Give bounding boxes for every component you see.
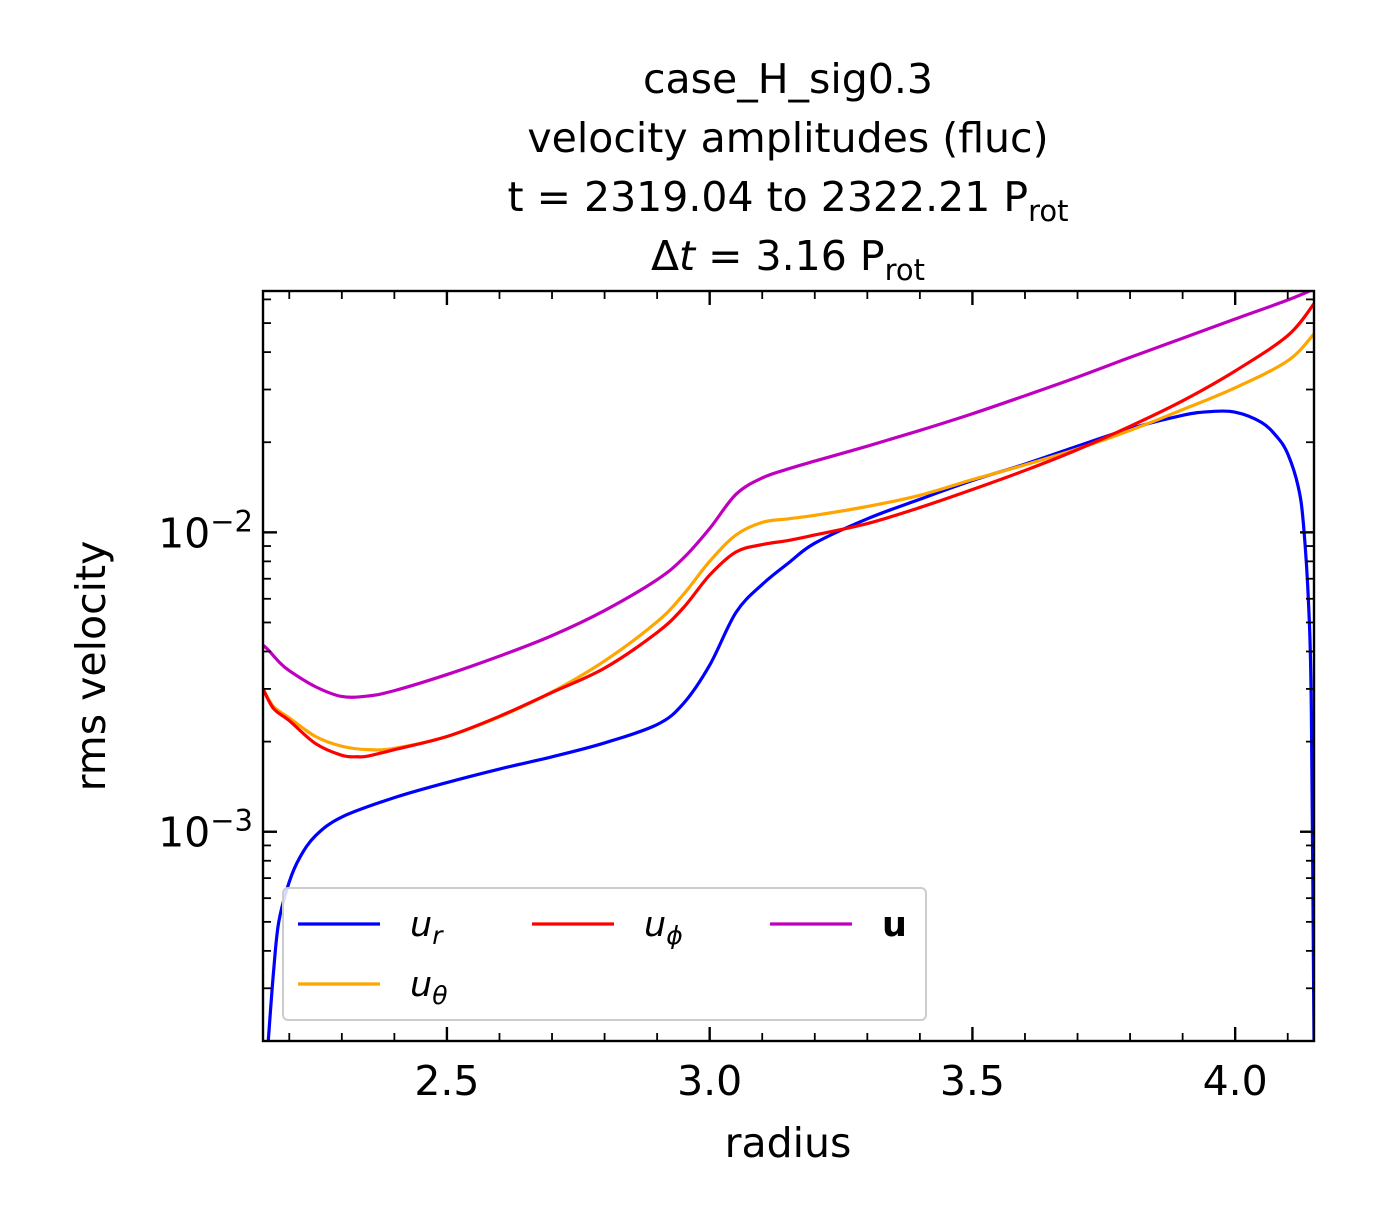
series-line-u-r <box>266 409 1314 1041</box>
series-line-u <box>263 291 1314 699</box>
y-tick-label: 10−3 <box>158 804 253 857</box>
chart-title-line-3: t = 2319.04 to 2322.21 Prot <box>262 173 1314 228</box>
legend: ur uθ uϕ u <box>282 887 927 1021</box>
title-delta-t: t <box>679 232 696 280</box>
title-time-range: t = 2319.04 to 2322.21 P <box>507 173 1029 221</box>
series-line-u-phi <box>263 302 1314 759</box>
x-tick-label: 2.5 <box>414 1057 479 1105</box>
tick-layer: 2.5 3.0 3.5 4.0 10−3 10−2 <box>158 291 1314 1105</box>
x-tick-label: 3.0 <box>677 1057 742 1105</box>
plot-frame <box>261 289 1316 1043</box>
chart-title-line-4: Δt = 3.16 Prot <box>262 232 1314 287</box>
legend-box <box>282 887 927 1021</box>
legend-label-u-phi: uϕ <box>644 905 683 950</box>
legend-label-u-r: ur <box>410 905 444 950</box>
x-tick-label: 4.0 <box>1203 1057 1268 1105</box>
x-tick-label: 3.5 <box>940 1057 1005 1105</box>
chart-title-line-1: case_H_sig0.3 <box>642 55 934 103</box>
legend-label-u-theta: uθ <box>410 965 447 1010</box>
title-delta-symbol: Δ <box>650 232 680 280</box>
legend-label-u: u <box>882 905 907 945</box>
x-axis-label: radius <box>725 1119 852 1167</box>
title-time-range-subscript: rot <box>1028 194 1069 228</box>
y-axis-label: rms velocity <box>67 541 115 792</box>
series-layer <box>263 291 1314 1041</box>
chart-title-line-2: velocity amplitudes (fluc) <box>527 114 1049 162</box>
title-delta-value: = 3.16 P <box>695 232 885 280</box>
y-tick-label: 10−2 <box>158 504 253 557</box>
title-delta-subscript: rot <box>884 253 925 287</box>
